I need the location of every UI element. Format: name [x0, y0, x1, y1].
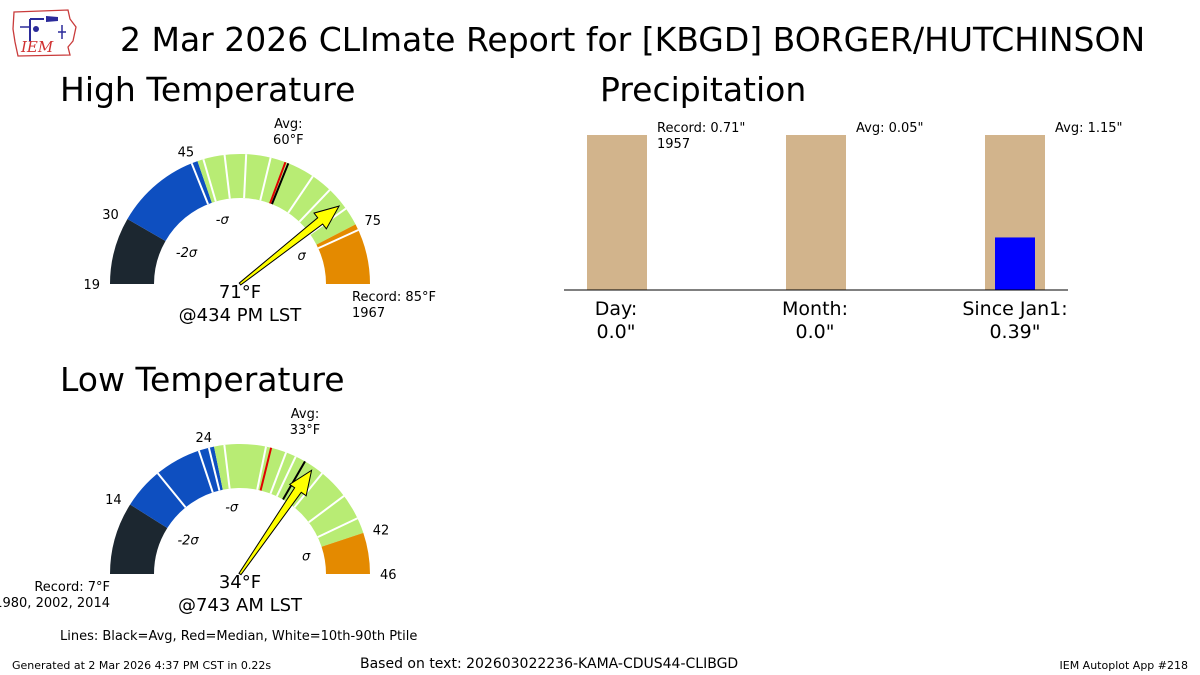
- high-percentile-line-8: [317, 229, 359, 250]
- low-tick-label-2: 42: [373, 524, 390, 539]
- precip-bar-label-0: Record: 0.71" 1957: [657, 121, 745, 152]
- precip-tick-month: Month: 0.0": [755, 298, 875, 344]
- low-median-line: [259, 447, 273, 491]
- low-tick-label-0: 14: [105, 493, 122, 508]
- low-percentile-line-7: [293, 472, 323, 509]
- low-tick-label-1: 24: [195, 431, 212, 446]
- low-needle: [238, 469, 313, 576]
- high-sigma-label-0: -2σ: [176, 246, 198, 261]
- low-temperature-heading: Low Temperature: [60, 360, 345, 399]
- low-sigma-label-0: -2σ: [177, 533, 199, 548]
- low-sigma-label-1: -σ: [225, 500, 239, 515]
- low-band-3: [321, 532, 370, 574]
- high-band-2: [197, 154, 356, 245]
- low-band-2: [213, 444, 364, 547]
- high-tick-label-2: 45: [178, 146, 195, 161]
- low-average-label: Avg: 33°F: [290, 407, 321, 438]
- high-percentile-line-3: [243, 154, 248, 199]
- low-percentile-line-9: [317, 517, 358, 539]
- high-tick-label-1: 30: [102, 208, 119, 223]
- precip-tick-text: Month:: [782, 298, 848, 320]
- page-title: 2 Mar 2026 CLImate Report for [KBGD] BOR…: [120, 20, 1146, 59]
- high-percentile-line-6: [298, 189, 331, 223]
- low-band-0: [110, 504, 168, 574]
- generated-timestamp: Generated at 2 Mar 2026 4:37 PM CST in 0…: [12, 659, 272, 672]
- high-needle: [238, 205, 341, 286]
- low-tick-label-3: 46: [380, 568, 397, 583]
- high-average-label: Avg: 60°F: [273, 117, 304, 148]
- low-percentile-line-8: [308, 495, 345, 524]
- low-percentile-line-6: [275, 456, 297, 497]
- low-percentile-line-4: [256, 446, 267, 490]
- low-observed-time: @743 AM LST: [177, 595, 303, 616]
- high-tick-label-3: 75: [364, 214, 381, 229]
- precipitation-bar-chart: Record: 0.71" 1957 Avg: 0.05" Avg: 1.15": [564, 121, 1123, 291]
- low-average-line: [282, 460, 306, 501]
- iem-logo-graphic: IEM: [12, 9, 77, 57]
- precip-reference-bar-1: [786, 135, 846, 290]
- high-record-label: Record: 85°F 1967: [352, 290, 436, 321]
- precip-tick-day: Day: 0.0": [556, 298, 676, 344]
- precip-tick-text: 0.0": [795, 321, 835, 343]
- app-id: IEM Autoplot App #218: [1059, 659, 1189, 672]
- precip-tick-text: Since Jan1:: [962, 298, 1068, 320]
- precip-reference-bar-0: [587, 135, 647, 290]
- high-percentile-line-4: [259, 157, 272, 201]
- high-percentile-line-2: [223, 154, 231, 199]
- high-observed-time: @434 PM LST: [178, 305, 302, 326]
- precip-observed-bar-2: [995, 237, 1035, 290]
- precip-tick-text: 0.39": [989, 321, 1041, 343]
- high-band-1: [127, 161, 212, 241]
- low-percentile-line-2: [207, 447, 221, 491]
- low-band-1: [130, 446, 223, 529]
- high-band-0: [110, 219, 166, 284]
- precip-tick-text: Day:: [594, 298, 638, 320]
- high-temperature-heading: High Temperature: [60, 70, 356, 109]
- high-percentile-line-1: [202, 158, 217, 202]
- high-average-line: [271, 162, 290, 205]
- high-observed-value: 71°F: [218, 282, 262, 303]
- high-median-line: [269, 161, 287, 204]
- precip-bar-label-2: Avg: 1.15": [1055, 121, 1123, 136]
- precipitation-heading: Precipitation: [600, 70, 807, 109]
- logo-text: IEM: [20, 38, 54, 56]
- high-temperature-gauge: 19 30 45 75 -2σ -σ σ Avg: 60°F Record: 85°F 1967: [83, 117, 436, 321]
- iem-logo: IEM: [10, 7, 80, 59]
- low-record-label: Record: 7°F 1980, 2002, 2014: [0, 580, 110, 611]
- low-temperature-gauge: 14 24 42 46 -2σ -σ σ Avg: 33°F Record: 7°F 1980, 2…: [0, 407, 397, 611]
- low-percentile-line-0: [157, 472, 187, 509]
- precip-tick-since-jan1: Since Jan1: 0.39": [945, 298, 1085, 344]
- high-band-3: [316, 224, 370, 284]
- lines-legend-note: Lines: Black=Avg, Red=Median, White=10th…: [60, 629, 418, 644]
- high-sigma-label-2: σ: [298, 249, 307, 264]
- low-sigma-label-2: σ: [302, 550, 311, 565]
- low-observed-value: 34°F: [218, 572, 262, 593]
- precip-tick-text: 0.0": [596, 321, 636, 343]
- low-percentile-line-1: [197, 450, 214, 493]
- high-sigma-label-1: -σ: [216, 213, 230, 228]
- low-percentile-line-3: [223, 444, 231, 489]
- precip-bar-label-1: Avg: 0.05": [856, 121, 924, 136]
- high-percentile-line-0: [190, 162, 209, 205]
- high-tick-label-0: 19: [83, 278, 100, 293]
- low-percentile-line-5: [269, 452, 288, 494]
- high-percentile-line-5: [287, 175, 314, 214]
- source-text-id: Based on text: 202603022236-KAMA-CDUS44-…: [360, 656, 739, 672]
